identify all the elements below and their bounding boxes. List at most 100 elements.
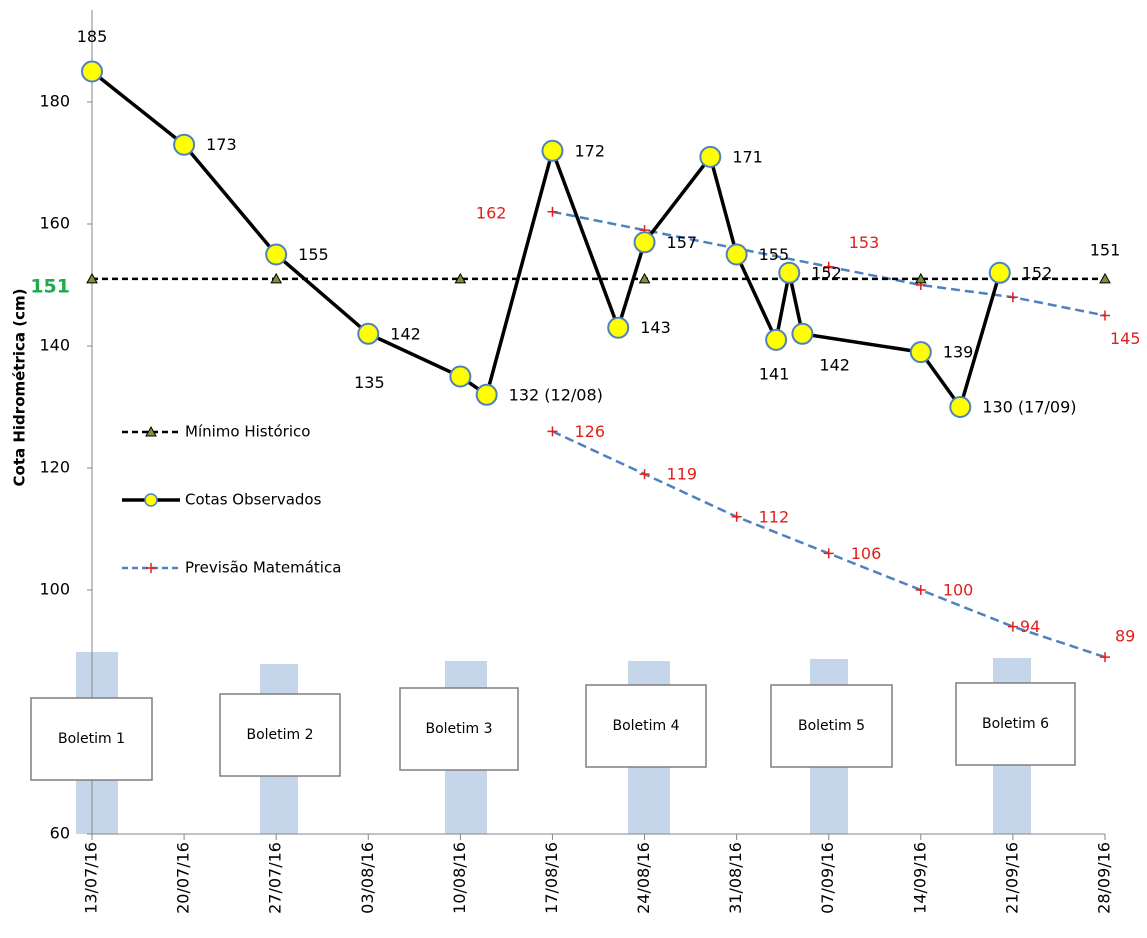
marker — [909, 341, 932, 364]
bulletin-label: Boletim 4 — [612, 718, 679, 734]
marker — [1100, 652, 1110, 663]
marker — [86, 272, 98, 284]
marker — [988, 261, 1011, 284]
x-tick-label: 17/08/16 — [542, 842, 561, 914]
bulletin-box — [955, 682, 1076, 766]
data-label: 171 — [732, 147, 763, 166]
marker — [765, 328, 788, 351]
marker — [725, 243, 748, 266]
bulletin-label: Boletim 2 — [246, 727, 313, 743]
bulletin-box — [30, 697, 153, 781]
marker — [1100, 310, 1110, 321]
marker — [449, 365, 472, 388]
marker — [547, 426, 558, 437]
data-label: 145 — [1110, 329, 1141, 348]
legend-label: Mínimo Histórico — [185, 423, 310, 441]
data-label: 135 — [354, 373, 385, 392]
marker — [1007, 621, 1018, 632]
bulletin-label: Boletim 3 — [425, 721, 492, 737]
legend-marker — [145, 425, 157, 437]
x-tick-label: 31/08/16 — [726, 842, 745, 914]
data-label: 130 (17/09) — [982, 398, 1076, 417]
data-label: 153 — [849, 233, 880, 252]
bulletin-label: Boletim 5 — [798, 718, 865, 734]
marker — [638, 272, 651, 284]
marker — [914, 272, 927, 284]
data-label: 151 — [1090, 240, 1121, 259]
x-tick-label: 13/07/16 — [82, 842, 101, 914]
legend-marker — [146, 563, 156, 573]
marker — [81, 60, 103, 83]
legend-label: Previsão Matemática — [185, 559, 341, 577]
bulletin-box — [399, 687, 519, 771]
data-label: 126 — [574, 422, 605, 441]
marker — [454, 272, 467, 284]
data-label: 141 — [759, 364, 790, 383]
bulletin-box — [219, 693, 341, 777]
x-tick-label: 28/09/16 — [1095, 842, 1114, 914]
marker — [1099, 272, 1111, 284]
marker — [633, 231, 656, 254]
marker — [823, 261, 834, 272]
y-tick-label: 100 — [39, 580, 70, 599]
data-label: 155 — [298, 245, 329, 264]
marker — [541, 139, 564, 162]
x-tick-label: 24/08/16 — [634, 842, 653, 914]
x-tick-label: 10/08/16 — [450, 842, 469, 914]
marker — [778, 261, 801, 284]
bulletin-label: Boletim 6 — [982, 716, 1049, 732]
data-label: 139 — [943, 343, 974, 362]
data-label: 143 — [640, 318, 671, 337]
x-tick-label: 21/09/16 — [1002, 842, 1021, 914]
data-label: 94 — [1020, 617, 1040, 636]
marker — [731, 511, 742, 522]
marker — [173, 133, 196, 156]
data-label: 89 — [1115, 627, 1135, 646]
data-label: 155 — [759, 245, 790, 264]
y-tick-label: 140 — [39, 336, 70, 355]
marker — [915, 585, 926, 595]
marker — [639, 469, 650, 480]
data-label: 112 — [759, 507, 790, 526]
data-label: 119 — [667, 465, 698, 484]
data-label: 152 — [811, 263, 842, 282]
marker — [357, 322, 380, 345]
marker — [270, 272, 283, 284]
x-tick-label: 20/07/16 — [174, 842, 193, 914]
y-axis-label: Cota Hidrométrica (cm) — [11, 289, 29, 487]
x-tick-label: 03/08/16 — [358, 842, 377, 914]
marker — [265, 243, 288, 266]
legend-marker — [144, 493, 158, 507]
data-label: 172 — [574, 141, 605, 160]
x-tick-label: 27/07/16 — [266, 842, 285, 914]
highlight-tick-label: 151 — [30, 275, 70, 297]
bulletin-label: Boletim 1 — [58, 731, 125, 747]
marker — [823, 548, 834, 559]
data-label: 162 — [476, 203, 507, 222]
marker — [475, 383, 498, 406]
y-tick-label: 120 — [39, 458, 70, 477]
data-label: 185 — [77, 27, 108, 46]
y-tick-label: 160 — [39, 214, 70, 233]
marker — [607, 316, 630, 339]
data-label: 142 — [819, 355, 850, 374]
data-label: 157 — [667, 233, 698, 252]
x-tick-label: 14/09/16 — [910, 842, 929, 914]
data-label: 132 (12/08) — [509, 385, 603, 404]
marker — [547, 206, 558, 217]
x-tick-label: 07/09/16 — [818, 842, 837, 914]
data-label: 100 — [943, 581, 974, 600]
legend-label: Cotas Observados — [185, 491, 322, 509]
marker — [791, 322, 814, 345]
data-label: 173 — [206, 135, 237, 154]
data-label: 142 — [390, 324, 421, 343]
marker — [1007, 292, 1018, 303]
marker — [699, 145, 722, 168]
data-label: 106 — [851, 544, 882, 563]
y-tick-label: 60 — [50, 824, 70, 843]
bulletin-box — [585, 684, 707, 768]
bulletin-box — [770, 684, 893, 768]
marker — [949, 396, 972, 418]
data-label: 152 — [1022, 263, 1053, 282]
